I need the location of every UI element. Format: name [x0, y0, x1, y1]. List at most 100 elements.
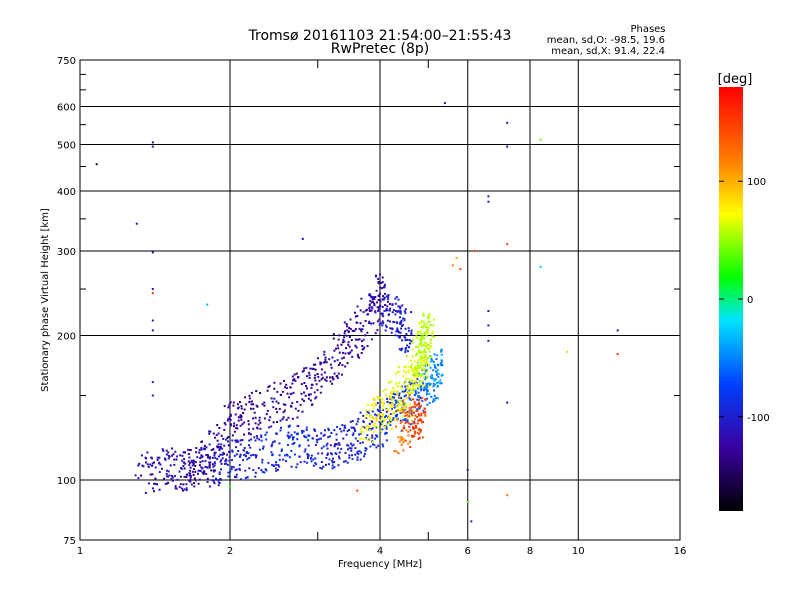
data-point — [411, 415, 414, 418]
data-point — [336, 443, 339, 446]
data-point — [314, 457, 317, 460]
data-point — [233, 425, 235, 428]
data-point — [423, 324, 426, 327]
data-point — [304, 394, 307, 397]
data-point — [354, 338, 357, 341]
data-point — [378, 421, 381, 423]
data-point — [317, 375, 320, 378]
data-point — [434, 383, 437, 386]
data-point — [423, 341, 426, 344]
data-point — [252, 453, 255, 456]
data-point — [262, 447, 264, 450]
data-point — [154, 477, 157, 480]
data-point — [397, 305, 400, 308]
data-point — [406, 385, 409, 388]
data-point — [314, 379, 317, 382]
data-point — [396, 403, 399, 405]
data-point — [216, 458, 219, 461]
data-point — [167, 451, 170, 454]
data-point — [312, 368, 315, 370]
data-point — [338, 334, 341, 337]
data-point — [263, 401, 266, 404]
data-point — [212, 469, 215, 472]
data-point — [333, 349, 336, 352]
data-point — [337, 338, 340, 341]
data-point — [410, 311, 413, 314]
data-point — [487, 339, 490, 342]
data-point — [147, 465, 150, 468]
data-point — [250, 438, 253, 441]
data-point — [232, 401, 235, 404]
data-point — [398, 392, 401, 395]
data-point — [368, 415, 371, 418]
data-point — [377, 277, 380, 280]
data-point — [370, 414, 372, 417]
data-point — [167, 457, 170, 460]
data-point — [389, 424, 392, 427]
data-point — [287, 425, 290, 428]
data-point — [197, 482, 200, 485]
data-point — [394, 334, 397, 337]
data-point — [356, 489, 359, 492]
data-point — [413, 405, 416, 408]
data-point — [350, 447, 353, 450]
data-point — [422, 411, 425, 414]
data-point — [417, 345, 419, 348]
data-point — [387, 414, 390, 417]
data-point — [365, 413, 368, 416]
data-point — [281, 418, 284, 421]
data-point — [415, 368, 417, 371]
data-point — [350, 339, 353, 342]
y-tick-label: 75 — [63, 536, 76, 547]
data-point — [331, 376, 334, 378]
data-point — [230, 465, 233, 468]
data-point — [390, 390, 393, 393]
data-point — [379, 413, 382, 415]
data-point — [327, 436, 330, 439]
data-point — [257, 467, 260, 470]
data-point — [388, 313, 391, 316]
data-point — [351, 454, 353, 457]
scatter-points — [95, 102, 619, 523]
data-point — [375, 419, 378, 422]
data-point — [165, 473, 168, 475]
data-point — [303, 460, 306, 463]
data-point — [418, 384, 421, 387]
data-point — [382, 298, 385, 301]
data-point — [378, 308, 380, 311]
data-point — [158, 471, 161, 474]
data-point — [200, 466, 203, 469]
data-point — [216, 439, 219, 442]
data-point — [436, 369, 439, 372]
data-point — [404, 403, 407, 406]
data-point — [330, 432, 333, 434]
data-point — [229, 402, 232, 405]
data-point — [280, 450, 283, 452]
data-point — [243, 408, 246, 411]
data-point — [407, 383, 410, 386]
data-point — [285, 383, 288, 386]
data-point — [402, 370, 405, 373]
data-point — [371, 443, 374, 446]
data-point — [360, 352, 363, 354]
data-point — [432, 318, 435, 321]
data-point — [418, 436, 421, 439]
data-point — [271, 400, 274, 403]
data-point — [426, 328, 429, 331]
data-point — [411, 422, 414, 425]
data-point — [437, 372, 440, 375]
data-point — [169, 464, 172, 467]
data-point — [394, 302, 397, 305]
data-point — [366, 428, 369, 431]
data-point — [351, 329, 354, 332]
data-point — [201, 460, 204, 463]
data-point — [276, 411, 279, 414]
data-point — [413, 388, 416, 391]
data-point — [409, 359, 412, 362]
data-point — [345, 347, 347, 350]
data-point — [433, 379, 436, 382]
data-point — [341, 364, 344, 366]
data-point — [352, 443, 355, 446]
data-point — [333, 461, 336, 464]
data-point — [239, 455, 241, 458]
